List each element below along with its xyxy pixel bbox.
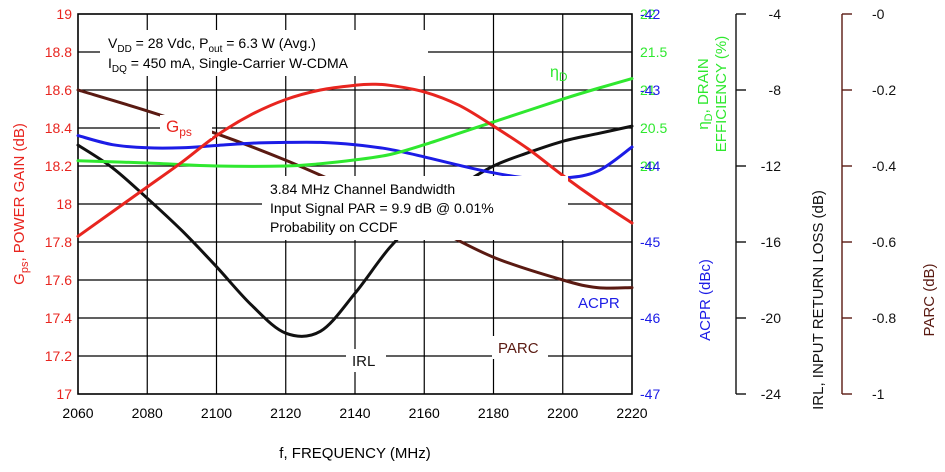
x-axis-label: f, FREQUENCY (MHz) [279,445,430,462]
eff-tick-label: 21 [640,82,656,98]
left-tick-label: 18 [56,196,72,212]
left-tick-label: 18.8 [45,44,72,60]
series-line-gps [76,82,634,238]
series-label-bg [492,336,548,359]
x-tick-label: 2160 [409,405,440,421]
plot-frame [77,13,633,395]
x-tick-label: 2060 [62,405,93,421]
left-tick-label: 17.2 [45,348,72,364]
eff-axis-label-line2: EFFICIENCY (%) [713,36,730,152]
series-label-irl: IRL [352,353,375,370]
eff-tick-label: 20 [640,158,656,174]
series-line-irl [76,124,634,338]
conditions-line-1: VDD = 28 Vdc, Pout = 6.3 W (Avg.) [108,35,316,55]
conditions-line-2: IDQ = 450 mA, Single-Carrier W-CDMA [108,55,349,75]
eff-axis-label: ηD, DRAIN [695,58,715,129]
series-label-acpr: ACPR [578,295,620,312]
eff-tick-label: 20.5 [640,120,667,136]
acpr-tick-label: -47 [640,386,660,402]
parc-tick-label: -0 [872,6,885,22]
acpr-tick-label: -42 [640,6,660,22]
left-tick-label: 17 [56,386,72,402]
parc-tick-label: -0.8 [872,310,896,326]
series-label-bg [160,115,212,138]
irl-tick-label: -12 [761,158,781,174]
annotation-bg [262,176,568,240]
x-tick-label: 2180 [478,405,509,421]
x-tick-label: 2100 [201,405,232,421]
x-tick-label: 2120 [270,405,301,421]
conditions-bg [100,30,428,76]
acpr-tick-label: -46 [640,310,660,326]
acpr-tick-label: -43 [640,82,660,98]
parc-tick-label: -1 [872,386,885,402]
series-label-bg [346,349,386,372]
irl-tick-label: -16 [761,234,781,250]
series-label-parc: PARC [498,340,539,357]
irl-tick-label: -20 [761,310,781,326]
eff-tick-label: 21.5 [640,44,667,60]
series-label-eta-d: ηD [550,64,568,84]
parc-tick-label: -0.6 [872,234,896,250]
x-tick-label: 2080 [132,405,163,421]
irl-axis-label: IRL, INPUT RETURN LOSS (dB) [810,190,827,410]
parc-axis-label: PARC (dB) [921,263,938,336]
acpr-axis-label: ACPR (dBc) [697,259,714,341]
parc-tick-label: -0.4 [872,158,896,174]
irl-tick-label: -24 [761,386,781,402]
left-tick-label: 18.4 [45,120,72,136]
axes [735,13,852,395]
acpr-tick-label: -45 [640,234,660,250]
series-label-bg [572,291,628,314]
annotation-line: 3.84 MHz Channel Bandwidth [270,181,455,197]
acpr-tick-label: -44 [640,158,660,174]
series-line-eta-d [76,77,634,168]
series-label-gps: Gps [166,117,192,139]
left-tick-label: 18.6 [45,82,72,98]
parc-tick-label: -0.2 [872,82,896,98]
left-tick-label: 17.4 [45,310,72,326]
x-tick-label: 2200 [547,405,578,421]
annotation-line: Input Signal PAR = 9.9 dB @ 0.01% [270,200,494,216]
irl-tick-label: -4 [769,6,782,22]
annotation-line: Probability on CCDF [270,219,398,235]
x-tick-label: 2140 [339,405,370,421]
left-tick-label: 17.8 [45,234,72,250]
left-tick-label: 18.2 [45,158,72,174]
irl-tick-label: -8 [769,82,782,98]
left-tick-label: 19 [56,6,72,22]
left-tick-label: 17.6 [45,272,72,288]
x-tick-label: 2220 [616,405,647,421]
left-axis-label: Gps, POWER GAIN (dB) [11,123,31,285]
eff-tick-label: 22 [640,6,656,22]
